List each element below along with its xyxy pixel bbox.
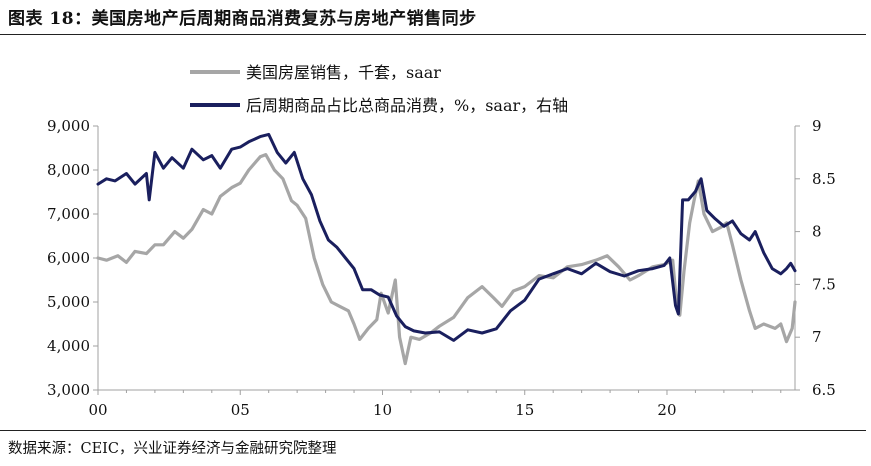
right-y-tick-label: 8 — [812, 223, 822, 241]
series-layer — [96, 132, 797, 366]
tick-labels: 3,000 4,000 5,000 6,000 7,000 8,000 9,000 6.5 7 7… — [47, 117, 836, 419]
right-y-tick-label: 7 — [812, 328, 822, 346]
legend-label: 美国房屋销售，千套，saar — [246, 63, 441, 82]
series-line-consumption-share — [96, 132, 797, 342]
x-tick-label: 10 — [373, 401, 392, 419]
line-chart: 3,000 4,000 5,000 6,000 7,000 8,000 9,000 6.5 7 7… — [47, 63, 836, 419]
left-y-tick-label: 3,000 — [47, 381, 90, 399]
x-tick-label: 05 — [231, 401, 250, 419]
x-tick-label: 00 — [88, 401, 107, 419]
legend: 美国房屋销售，千套，saar 后周期商品占比总商品消费，%，saar，右轴 — [190, 63, 568, 115]
chart-axes — [93, 125, 800, 395]
x-tick-label: 15 — [515, 401, 534, 419]
right-y-tick-label: 8.5 — [812, 170, 836, 188]
right-y-tick-label: 7.5 — [812, 275, 836, 293]
x-tick-label: 20 — [657, 401, 676, 419]
left-y-tick-label: 8,000 — [47, 161, 90, 179]
left-y-tick-label: 9,000 — [47, 117, 90, 135]
left-y-tick-label: 5,000 — [47, 293, 90, 311]
series-line-housing-sales — [96, 153, 797, 366]
data-source-note: 数据来源：CEIC，兴业证券经济与金融研究院整理 — [8, 441, 337, 457]
legend-label: 后周期商品占比总商品消费，%，saar，右轴 — [246, 96, 568, 115]
right-y-tick-label: 9 — [812, 117, 822, 135]
left-y-tick-label: 4,000 — [47, 337, 90, 355]
source-rule — [0, 430, 866, 431]
chart-title: 图表 18：美国房地产后周期商品消费复苏与房地产销售同步 — [8, 9, 477, 29]
left-y-tick-label: 7,000 — [47, 205, 90, 223]
title-rule — [0, 34, 866, 35]
right-y-tick-label: 6.5 — [812, 381, 836, 399]
left-y-tick-label: 6,000 — [47, 249, 90, 267]
